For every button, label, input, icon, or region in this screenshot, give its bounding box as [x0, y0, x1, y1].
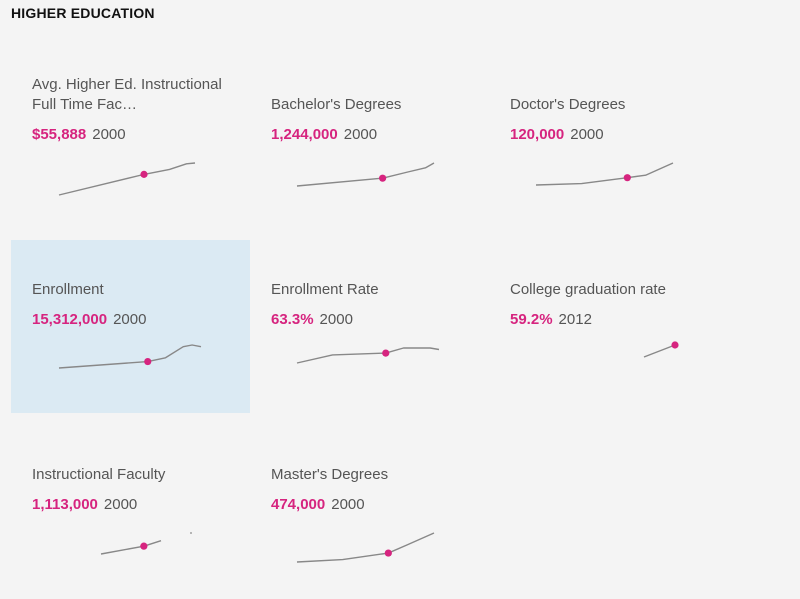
sparkline-chart: [643, 341, 679, 358]
sparkline-chart: [100, 532, 192, 555]
card-value: 474,000: [271, 496, 326, 513]
sparkline-point: [190, 532, 192, 534]
card-value: 63.3%: [271, 311, 314, 328]
sparkline-chart: [296, 347, 440, 364]
highlight-point: [140, 170, 148, 178]
sparkline-line: [100, 540, 162, 555]
card-year: 2012: [558, 311, 592, 328]
sparkline-chart: [58, 344, 202, 369]
value-row: 59.2% 2012: [510, 310, 592, 330]
section-title: HIGHER EDUCATION: [11, 5, 155, 21]
highlight-point: [623, 174, 631, 182]
card-value: 59.2%: [510, 311, 553, 328]
card-value: 15,312,000: [32, 311, 108, 328]
sparkline-chart: [58, 162, 196, 196]
card-title: Doctor's Degrees: [510, 96, 626, 113]
indicator-card[interactable]: Instructional Faculty 1,113,000 2000: [11, 425, 250, 598]
sparkline-line: [643, 344, 676, 358]
indicator-card[interactable]: College graduation rate 59.2% 2012: [489, 240, 728, 413]
highlight-point: [144, 357, 152, 366]
indicator-card[interactable]: Avg. Higher Ed. Instructional Full Time …: [11, 55, 250, 228]
card-title: Instructional Faculty: [32, 466, 166, 483]
card-year: 2000: [92, 126, 126, 143]
card-year: 2000: [113, 311, 147, 328]
value-row: 1,113,000 2000: [32, 495, 137, 515]
card-year: 2000: [319, 311, 353, 328]
card-year: 2000: [331, 496, 365, 513]
sparkline-chart: [296, 162, 435, 187]
value-row: 1,244,000 2000: [271, 125, 377, 145]
sparkline-line: [535, 162, 674, 186]
card-value: 120,000: [510, 126, 565, 143]
card-value: 1,113,000: [32, 496, 98, 513]
card-title: Bachelor's Degrees: [271, 96, 402, 113]
value-row: 474,000 2000: [271, 495, 365, 515]
value-row: 63.3% 2000: [271, 310, 353, 330]
sparkline-line: [58, 162, 196, 196]
card-year: 2000: [570, 126, 604, 143]
card-title: College graduation rate: [510, 281, 666, 298]
highlight-point: [384, 549, 392, 557]
sparkline-chart: [296, 532, 435, 563]
card-title: Avg. Higher Ed. Instructional Full Time …: [32, 76, 222, 113]
value-row: $55,888 2000: [32, 125, 126, 145]
highlight-point: [382, 349, 390, 357]
highlight-point: [671, 341, 679, 349]
sparkline-line: [58, 344, 202, 369]
value-row: 120,000 2000: [510, 125, 604, 145]
indicator-card[interactable]: Master's Degrees 474,000 2000: [250, 425, 489, 598]
card-title: Enrollment: [32, 281, 104, 298]
card-value: 1,244,000: [271, 126, 338, 143]
sparkline-chart: [535, 162, 674, 186]
sparkline-line: [296, 532, 435, 563]
indicator-card[interactable]: Bachelor's Degrees 1,244,000 2000: [250, 55, 489, 228]
card-title: Master's Degrees: [271, 466, 389, 483]
indicator-card[interactable]: Doctor's Degrees 120,000 2000: [489, 55, 728, 228]
indicator-card[interactable]: Enrollment Rate 63.3% 2000: [250, 240, 489, 413]
indicator-card[interactable]: Enrollment 15,312,000 2000: [11, 240, 250, 413]
sparkline-line: [296, 347, 440, 364]
highlight-point: [379, 174, 387, 182]
card-value: $55,888: [32, 126, 87, 143]
highlight-point: [140, 542, 148, 550]
value-row: 15,312,000 2000: [32, 310, 146, 330]
card-title: Enrollment Rate: [271, 281, 379, 298]
card-year: 2000: [343, 126, 378, 143]
sparkline-line: [296, 162, 435, 187]
card-year: 2000: [103, 496, 138, 513]
